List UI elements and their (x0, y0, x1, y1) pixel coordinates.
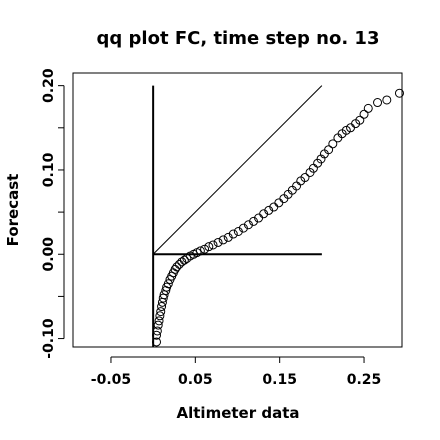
x-tick-label: -0.05 (91, 372, 131, 388)
data-point (218, 235, 228, 245)
data-point (154, 316, 164, 326)
chart-title: qq plot FC, time step no. 13 (97, 28, 380, 49)
x-tick-label: 0.25 (347, 372, 382, 388)
data-point (177, 257, 187, 267)
data-point (316, 154, 326, 164)
data-point (238, 223, 248, 233)
data-point (324, 145, 334, 155)
data-point (152, 337, 162, 347)
data-point (223, 232, 233, 242)
data-point (195, 246, 205, 256)
y-axis-label: Forecast (4, 174, 22, 247)
data-point (233, 226, 243, 236)
data-point (153, 320, 163, 330)
x-tick-label: 0.05 (178, 372, 213, 388)
data-point (172, 262, 182, 272)
data-point (259, 209, 269, 219)
data-point (156, 307, 166, 317)
x-axis: -0.05 0.05 0.15 0.25 (91, 356, 382, 388)
data-point (213, 237, 223, 247)
y-tick-label: 0.10 (41, 152, 57, 187)
data-point (152, 326, 162, 336)
x-axis-label: Altimeter data (177, 404, 300, 422)
data-point (208, 240, 218, 250)
data-point (204, 242, 214, 252)
data-point (155, 311, 165, 321)
y-tick-label: 0.00 (41, 237, 57, 272)
data-point (179, 255, 189, 265)
plot-frame (72, 72, 403, 348)
y-tick-label: -0.10 (41, 318, 57, 359)
data-point (382, 95, 392, 105)
reference-lines (152, 85, 323, 347)
x-tick-label: 0.15 (262, 372, 297, 388)
data-points (152, 88, 404, 347)
diagonal-reference-line (152, 85, 323, 255)
data-point (243, 220, 253, 230)
data-point (163, 279, 173, 289)
data-point (300, 173, 310, 183)
y-axis: -0.10 0.00 0.10 0.20 (41, 68, 65, 359)
y-tick-label: 0.20 (41, 68, 57, 103)
data-point (152, 330, 162, 340)
data-point (249, 216, 259, 226)
data-point (157, 302, 167, 312)
data-point (359, 109, 369, 119)
data-point (363, 103, 373, 113)
data-point (373, 98, 383, 108)
data-point (274, 198, 284, 208)
data-point (264, 205, 274, 215)
data-point (228, 229, 238, 239)
data-point (328, 139, 338, 149)
data-point (394, 88, 404, 98)
data-point (355, 115, 365, 125)
